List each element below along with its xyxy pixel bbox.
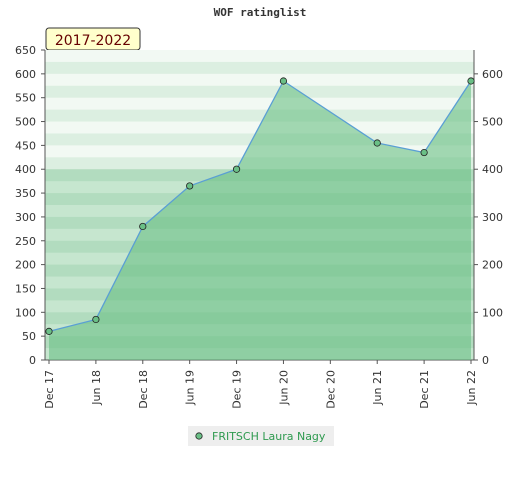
point [467, 77, 475, 85]
y-tick-label: 500 [15, 116, 36, 129]
point [373, 139, 381, 147]
x-tick-label: Jun 18 [90, 370, 103, 406]
legend-marker [195, 432, 203, 440]
point [186, 182, 194, 190]
badge: 2017-2022 [55, 33, 131, 49]
y2-tick-label: 500 [482, 116, 503, 129]
y-tick-label: 400 [15, 163, 36, 176]
point [139, 222, 147, 231]
point [45, 327, 53, 335]
area [49, 81, 471, 360]
x-tick-label: Dec 21 [418, 370, 431, 409]
y-tick-label: 650 [15, 44, 36, 57]
x-tick-label: Jun 19 [184, 370, 197, 406]
x-tick-label: Dec 20 [324, 370, 337, 409]
x-tick-label: Dec 17 [43, 370, 56, 409]
x-tick-label: Jun 22 [465, 370, 478, 406]
y-tick-label: 150 [15, 282, 36, 295]
background-band [45, 85, 474, 99]
x-tick-label: Dec 19 [231, 370, 244, 409]
background-band [45, 50, 474, 63]
legend-box [188, 426, 334, 446]
y-tick-label: 300 [15, 211, 36, 224]
background-band [45, 61, 474, 75]
background-band [45, 73, 474, 87]
point [92, 315, 100, 324]
y-tick-label: 350 [15, 187, 36, 200]
y-tick-label: 200 [15, 259, 36, 272]
point [232, 165, 241, 173]
x-tick-label: Jun 20 [277, 370, 290, 406]
y-tick-label: 250 [15, 235, 36, 248]
y-tick-label: 550 [15, 92, 36, 105]
y-tick-label: 450 [15, 139, 36, 152]
y-tick-label: 0 [29, 354, 36, 367]
background-band [45, 109, 474, 123]
point [279, 77, 288, 85]
legend-label: FRITSCH Laura Nagy [212, 430, 326, 443]
y2-tick-label: 400 [482, 163, 503, 176]
y2-tick-label: 0 [482, 354, 489, 367]
y-tick-label: 50 [22, 330, 36, 343]
chart-title: WOF ratinglist [214, 6, 307, 19]
point [420, 148, 428, 157]
y2-tick-label: 200 [482, 259, 503, 272]
y-tick-label: 100 [15, 306, 36, 319]
x-tick-label: Jun 21 [371, 370, 384, 406]
y2-tick-label: 100 [482, 306, 503, 319]
background-band [45, 97, 474, 111]
y-tick-label: 600 [15, 68, 36, 81]
y2-tick-label: 300 [482, 211, 503, 224]
y2-tick-label: 600 [482, 68, 503, 81]
x-tick-label: Dec 18 [137, 370, 150, 409]
